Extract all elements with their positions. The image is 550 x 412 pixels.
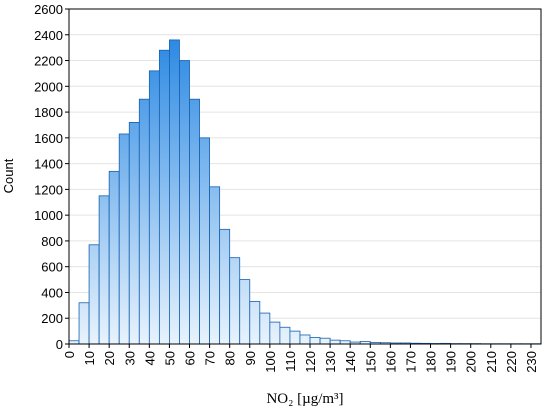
- x-tick-label: 180: [424, 351, 439, 373]
- bar: [309, 337, 321, 345]
- x-tick-label: 50: [162, 351, 177, 365]
- plot-frame: [68, 8, 542, 345]
- y-tick-label: 2200: [34, 54, 63, 69]
- bar: [239, 279, 251, 345]
- x-tick-label: 10: [82, 351, 97, 365]
- y-tick-label: 2600: [34, 2, 63, 17]
- bar: [269, 321, 281, 345]
- bar: [219, 228, 231, 345]
- x-axis-title: NO₂ [µg/m³]: [266, 391, 343, 407]
- x-tick-label: 120: [303, 351, 318, 373]
- x-tick-label: 100: [263, 351, 278, 373]
- bar: [108, 170, 120, 345]
- x-tick-label: 170: [403, 351, 418, 373]
- x-tick-label: 0: [62, 351, 77, 358]
- bar: [259, 312, 271, 345]
- bar: [229, 257, 241, 345]
- bar: [78, 302, 90, 345]
- x-tick-label: 30: [122, 351, 137, 365]
- bar: [199, 137, 210, 345]
- y-tick-label: 1600: [34, 131, 63, 146]
- x-tick-label: 230: [524, 351, 539, 373]
- y-tick-label: 2000: [34, 79, 63, 94]
- x-tick-label: 60: [183, 351, 198, 365]
- x-tick-label: 40: [142, 351, 157, 365]
- y-axis-title: Count: [1, 158, 16, 193]
- bar: [138, 98, 150, 345]
- x-tick-label: 140: [343, 351, 358, 373]
- x-tick-label: 190: [444, 351, 459, 373]
- bar: [179, 60, 190, 345]
- bar: [299, 334, 311, 345]
- x-tick-label: 210: [484, 351, 499, 373]
- bar: [189, 98, 200, 345]
- bar: [169, 39, 180, 345]
- y-tick-label: 1800: [34, 105, 63, 120]
- y-tick-label: 800: [41, 234, 63, 249]
- x-tick-label: 80: [223, 351, 238, 365]
- x-tick-label: 160: [383, 351, 398, 373]
- y-tick-label: 1000: [34, 208, 63, 223]
- bar: [148, 70, 160, 345]
- bar: [279, 326, 291, 345]
- bar: [249, 301, 261, 345]
- x-tick-label: 150: [363, 351, 378, 373]
- y-tick-label: 0: [56, 337, 63, 352]
- bar: [329, 339, 341, 345]
- bar: [209, 186, 221, 345]
- bar: [98, 195, 110, 345]
- bar: [319, 337, 331, 345]
- bar: [158, 49, 170, 345]
- x-tick-label: 90: [243, 351, 258, 365]
- x-tick-label: 130: [323, 351, 338, 373]
- y-tick-label: 1200: [34, 182, 63, 197]
- bar: [289, 330, 301, 345]
- x-tick-label: 20: [102, 351, 117, 365]
- y-tick-label: 400: [41, 285, 63, 300]
- bar: [118, 133, 130, 345]
- y-tick-label: 200: [41, 311, 63, 326]
- y-tick-label: 1400: [34, 157, 63, 172]
- y-tick-label: 2400: [34, 28, 63, 43]
- y-tick-label: 600: [41, 260, 63, 275]
- bar: [128, 121, 140, 345]
- x-tick-label: 70: [203, 351, 218, 365]
- x-tick-label: 220: [504, 351, 519, 373]
- bar: [88, 244, 100, 345]
- x-tick-label: 110: [283, 351, 298, 372]
- x-tick-label: 200: [464, 351, 479, 373]
